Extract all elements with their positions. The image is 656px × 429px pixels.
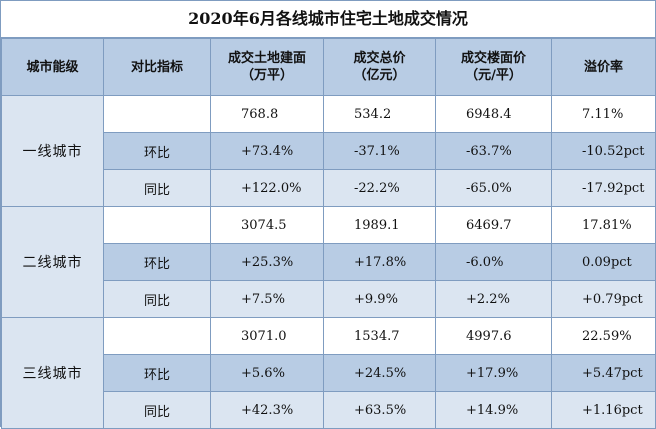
floor-price-cell: +17.9% (435, 354, 552, 392)
land-transaction-table: 城市能级 对比指标 成交土地建面 （万平） 成交总价 （亿元） 成交楼面价 （元… (1, 38, 656, 429)
table-row: 二线城市 3074.5 1989.1 6469.7 17.81% (1, 206, 656, 318)
floor-price-cell: +2.2% (435, 280, 552, 318)
premium-rate-cell: 7.11% (551, 95, 656, 133)
land-area-cell: +42.3% (210, 391, 324, 429)
metric-cell: 同比 (103, 391, 211, 429)
total-price-cell: +24.5% (323, 354, 436, 392)
land-area-cell: +73.4% (210, 132, 324, 170)
premium-rate-cell: +1.16pct (551, 391, 656, 429)
land-area-cell: +25.3% (210, 243, 324, 281)
land-area-cell: +5.6% (210, 354, 324, 392)
table-row: 环比 +73.4% -37.1% -63.7% -10.52pct (2, 132, 656, 170)
total-price-cell: +17.8% (323, 243, 436, 281)
floor-price-cell: +14.9% (435, 391, 552, 429)
metric-cell: 同比 (103, 169, 211, 207)
header-land-area: 成交土地建面 （万平） (210, 38, 324, 96)
land-area-cell: 3074.5 (210, 206, 324, 244)
floor-price-cell: 6948.4 (435, 95, 552, 133)
land-area-cell: 768.8 (210, 95, 324, 133)
metric-cell: 同比 (103, 280, 211, 318)
premium-rate-cell: 17.81% (551, 206, 656, 244)
premium-rate-cell: -10.52pct (551, 132, 656, 170)
metric-cell (103, 317, 211, 355)
city-level-cell: 一线城市 (1, 95, 104, 207)
premium-rate-cell: +0.79pct (551, 280, 656, 318)
total-price-cell: +9.9% (323, 280, 436, 318)
header-city-level: 城市能级 (1, 38, 104, 96)
header-floor-price: 成交楼面价 （元/平） (435, 38, 552, 96)
header-metric: 对比指标 (103, 38, 211, 96)
total-price-cell: 1534.7 (323, 317, 436, 355)
premium-rate-cell: 0.09pct (551, 243, 656, 281)
table-row: 同比 +7.5% +9.9% +2.2% +0.79pct (2, 280, 656, 318)
floor-price-cell: -6.0% (435, 243, 552, 281)
table-row: 同比 +42.3% +63.5% +14.9% +1.16pct (2, 391, 656, 429)
table-row: 环比 +25.3% +17.8% -6.0% 0.09pct (2, 243, 656, 281)
table-row: 同比 +122.0% -22.2% -65.0% -17.92pct (2, 169, 656, 207)
metric-cell: 环比 (103, 243, 211, 281)
total-price-cell: +63.5% (323, 391, 436, 429)
header-total-price: 成交总价 （亿元） (323, 38, 436, 96)
floor-price-cell: 6469.7 (435, 206, 552, 244)
premium-rate-cell: -17.92pct (551, 169, 656, 207)
floor-price-cell: 4997.6 (435, 317, 552, 355)
premium-rate-cell: +5.47pct (551, 354, 656, 392)
floor-price-cell: -63.7% (435, 132, 552, 170)
metric-cell (103, 206, 211, 244)
table-row: 一线城市 768.8 534.2 6948.4 7.11% (1, 95, 656, 207)
header-premium-rate: 溢价率 (551, 38, 656, 96)
land-area-cell: +7.5% (210, 280, 324, 318)
city-level-cell: 三线城市 (1, 317, 104, 429)
metric-cell: 环比 (103, 132, 211, 170)
table-row: 环比 +5.6% +24.5% +17.9% +5.47pct (2, 354, 656, 392)
metric-cell (103, 95, 211, 133)
city-level-cell: 二线城市 (1, 206, 104, 318)
total-price-cell: 1989.1 (323, 206, 436, 244)
table-row: 三线城市 3071.0 1534.7 4997.6 22.59% (1, 317, 656, 429)
land-area-cell: +122.0% (210, 169, 324, 207)
metric-cell: 环比 (103, 354, 211, 392)
total-price-cell: -37.1% (323, 132, 436, 170)
total-price-cell: -22.2% (323, 169, 436, 207)
table-title: 2020年6月各线城市住宅土地成交情况 (1, 1, 655, 38)
total-price-cell: 534.2 (323, 95, 436, 133)
header-row: 城市能级 对比指标 成交土地建面 （万平） 成交总价 （亿元） 成交楼面价 （元… (1, 38, 656, 96)
premium-rate-cell: 22.59% (551, 317, 656, 355)
floor-price-cell: -65.0% (435, 169, 552, 207)
land-area-cell: 3071.0 (210, 317, 324, 355)
